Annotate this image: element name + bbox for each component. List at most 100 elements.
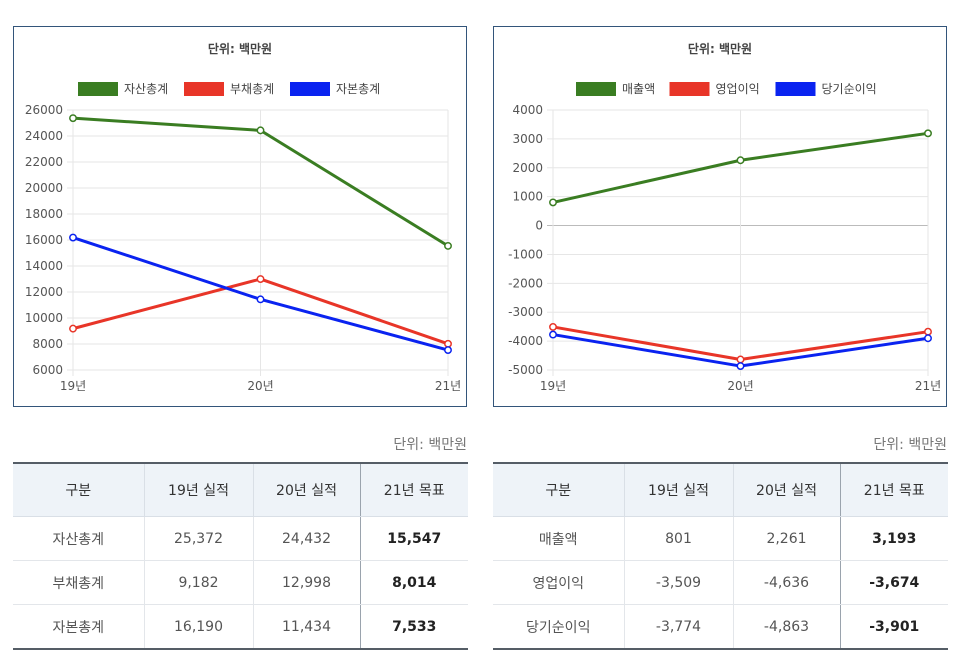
y-tick-label: -2000 xyxy=(508,276,543,290)
income-table-unit-label: 단위: 백만원 xyxy=(873,437,947,453)
header-21-target: 21년 목표 xyxy=(359,463,468,517)
data-point xyxy=(444,241,452,250)
cell-value: -4,863 xyxy=(732,604,840,649)
y-tick-label: 18000 xyxy=(25,207,63,221)
y-tick-label: 22000 xyxy=(25,155,63,169)
y-tick-label: 0 xyxy=(535,219,543,233)
cell-value: 24,432 xyxy=(252,516,360,561)
data-point xyxy=(444,339,452,348)
cell-value: 25,372 xyxy=(143,516,253,561)
table-row: 매출액 801 2,261 3,193 xyxy=(493,516,948,561)
table-header-row: 구분 19년 실적 20년 실적 21년 목표 xyxy=(493,463,948,517)
header-category: 구분 xyxy=(13,463,144,517)
cell-value: -3,509 xyxy=(623,560,733,605)
data-point xyxy=(736,156,745,165)
row-label: 부채총계 xyxy=(13,560,144,605)
table-header-row: 구분 19년 실적 20년 실적 21년 목표 xyxy=(13,463,468,517)
y-tick-label: 4000 xyxy=(512,103,543,117)
header-20-actual: 20년 실적 xyxy=(732,463,840,517)
data-point xyxy=(444,346,452,355)
legend-swatch xyxy=(290,82,330,96)
data-point xyxy=(256,295,265,304)
table-row: 당기순이익 -3,774 -4,863 -3,901 xyxy=(493,604,948,649)
row-label: 당기순이익 xyxy=(526,619,591,636)
cell-value: 16,190 xyxy=(143,604,253,649)
header-19-actual: 19년 실적 xyxy=(143,463,253,517)
y-tick-label: 24000 xyxy=(25,129,63,143)
data-point xyxy=(924,129,932,138)
cell-target-value: -3,674 xyxy=(839,560,948,605)
y-tick-label: 6000 xyxy=(32,363,63,377)
y-tick-label: 3000 xyxy=(512,132,543,146)
legend-label: 당기순이익 xyxy=(822,82,877,96)
chart-title: 단위: 백만원 xyxy=(208,41,272,56)
cell-value: -4,636 xyxy=(732,560,840,605)
y-tick-label: -1000 xyxy=(508,247,543,261)
cell-value: 11,434 xyxy=(252,604,360,649)
legend-swatch xyxy=(775,82,816,96)
y-tick-label: 1000 xyxy=(512,190,543,204)
legend-label: 부채총계 xyxy=(230,82,274,96)
x-tick-label: 20년 xyxy=(727,379,753,393)
cell-value: -3,774 xyxy=(623,604,733,649)
row-label: 자산총계 xyxy=(13,516,144,561)
x-tick-label: 21년 xyxy=(915,379,941,393)
y-tick-label: 26000 xyxy=(25,103,63,117)
y-tick-label: -5000 xyxy=(508,363,543,377)
y-tick-label: 8000 xyxy=(32,337,63,351)
legend-swatch xyxy=(184,82,224,96)
cell-value: 2,261 xyxy=(732,516,840,561)
balance-sheet-table: 구분 19년 실적 20년 실적 21년 목표 자산총계 25,372 24,4… xyxy=(13,462,468,650)
cell-target-value: 7,533 xyxy=(359,604,468,649)
data-point xyxy=(549,330,557,339)
income-statement-chart-panel: 단위: 백만원 매출액 영업이익 당기순이익 -5000 -4000 -3000 -2000 -… xyxy=(493,26,947,407)
table-row: 부채총계 9,182 12,998 8,014 xyxy=(13,560,468,605)
y-tick-label: -4000 xyxy=(508,334,543,348)
row-label: 영업이익 xyxy=(493,560,624,605)
data-point xyxy=(736,355,745,364)
x-tick-label: 21년 xyxy=(435,379,461,393)
y-tick-label: 14000 xyxy=(25,259,63,273)
table-row: 영업이익 -3,509 -4,636 -3,674 xyxy=(493,560,948,605)
legend-label: 매출액 xyxy=(622,82,655,96)
balance-table-unit-label: 단위: 백만원 xyxy=(393,437,467,453)
header-21-target: 21년 목표 xyxy=(839,463,948,517)
x-tick-label: 20년 xyxy=(247,379,273,393)
data-point xyxy=(549,198,557,207)
data-point xyxy=(549,322,557,331)
cell-target-value: 8,014 xyxy=(359,560,468,605)
data-point xyxy=(69,324,77,333)
chart-title: 단위: 백만원 xyxy=(688,41,752,56)
data-point xyxy=(69,114,77,123)
legend-swatch xyxy=(78,82,118,96)
table-row: 자산총계 25,372 24,432 15,547 xyxy=(13,516,468,561)
header-category: 구분 xyxy=(493,463,624,517)
legend-label: 자본총계 xyxy=(336,82,380,96)
legend-label: 자산총계 xyxy=(124,82,168,96)
legend-swatch xyxy=(669,82,710,96)
data-point xyxy=(736,362,745,370)
x-tick-label: 19년 xyxy=(540,379,566,393)
legend-swatch xyxy=(576,82,616,96)
x-tick-label: 19년 xyxy=(60,379,86,393)
data-point xyxy=(256,275,265,283)
data-point xyxy=(924,327,932,336)
income-statement-table: 구분 19년 실적 20년 실적 21년 목표 매출액 801 2,261 3,… xyxy=(493,462,948,650)
y-tick-label: 10000 xyxy=(25,311,63,325)
cell-value: 801 xyxy=(623,516,733,561)
y-tick-label: -3000 xyxy=(508,305,543,319)
header-20-actual: 20년 실적 xyxy=(252,463,360,517)
cell-value: 12,998 xyxy=(252,560,360,605)
row-label: 매출액 xyxy=(493,516,624,561)
table-row: 자본총계 16,190 11,434 7,533 xyxy=(13,604,468,649)
y-tick-label: 20000 xyxy=(25,181,63,195)
data-point xyxy=(924,334,932,343)
cell-value: 9,182 xyxy=(143,560,253,605)
cell-target-value: -3,901 xyxy=(839,604,948,649)
y-tick-label: 12000 xyxy=(25,285,63,299)
cell-target-value: 3,193 xyxy=(839,516,948,561)
data-point xyxy=(69,233,77,242)
